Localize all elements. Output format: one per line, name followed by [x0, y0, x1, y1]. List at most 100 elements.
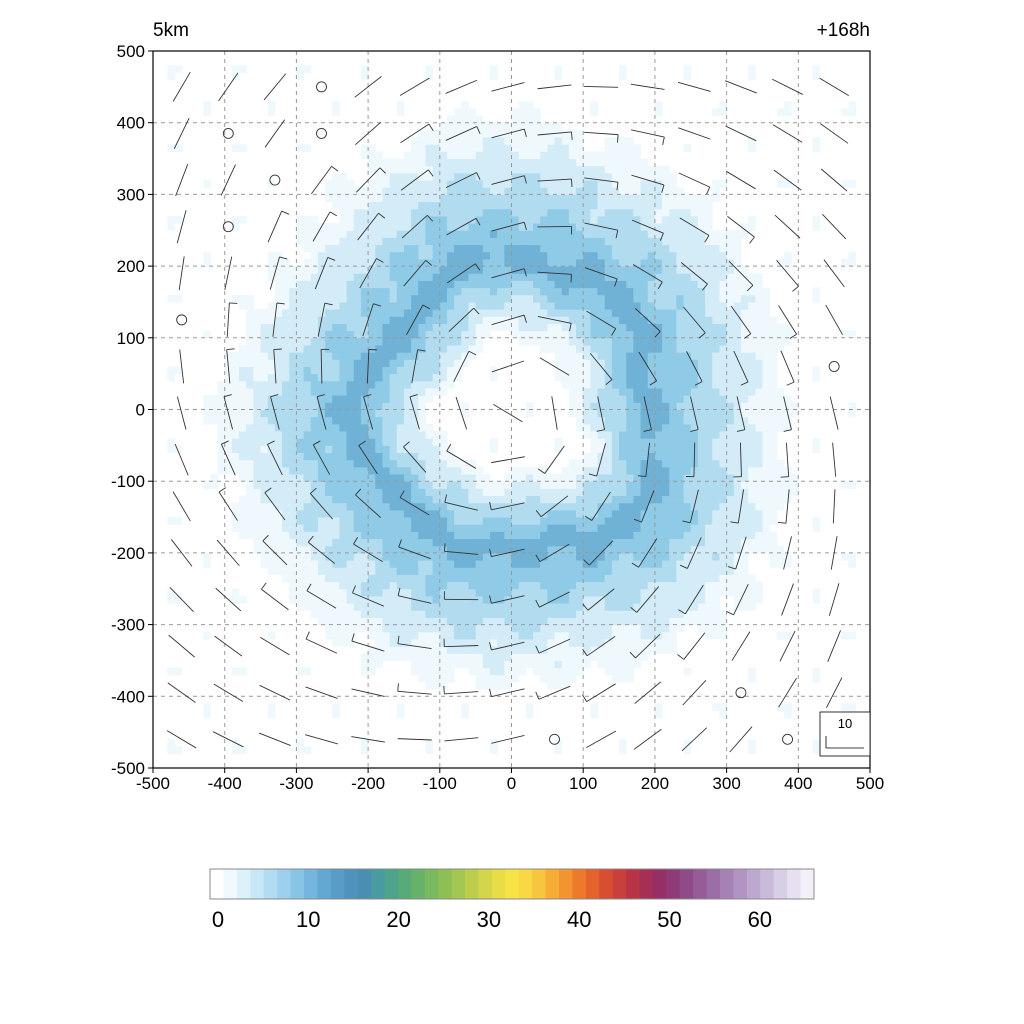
field-cell [619, 266, 627, 274]
field-cell [446, 545, 455, 554]
field-cell [705, 352, 713, 360]
field-cell [726, 531, 735, 540]
wind-barb-shaft [172, 71, 191, 102]
field-cell [726, 301, 735, 310]
field-cell [676, 517, 685, 525]
field-cell [260, 387, 269, 396]
field-cell [382, 624, 391, 633]
field-cell [683, 588, 692, 597]
field-cell [468, 144, 477, 152]
field-cell [583, 502, 591, 511]
field-cell [382, 352, 391, 360]
wind-barb-shaft [353, 543, 383, 563]
field-cell [461, 187, 469, 195]
field-cell [511, 330, 520, 339]
field-cell [540, 474, 548, 482]
field-cell [590, 710, 599, 719]
field-cell [762, 509, 771, 518]
field-cell [246, 402, 254, 410]
field-cell [511, 187, 520, 195]
field-cell [339, 294, 348, 303]
field-cell [776, 474, 785, 482]
field-cell [705, 287, 713, 296]
field-cell [253, 359, 262, 367]
field-cell [489, 538, 498, 547]
field-cell [654, 230, 663, 238]
field-cell [733, 337, 742, 346]
field-cell [712, 631, 720, 640]
field-cell [547, 187, 556, 195]
field-cell [669, 445, 677, 454]
field-cell [332, 402, 340, 410]
field-cell [489, 509, 498, 518]
field-cell [776, 402, 785, 410]
field-cell [647, 208, 656, 217]
field-cell [346, 438, 355, 446]
field-cell [296, 431, 305, 439]
field-cell [554, 330, 563, 339]
field-cell [576, 373, 584, 382]
plot-area [153, 51, 870, 768]
field-cell [712, 280, 720, 289]
field-cell [332, 581, 340, 590]
field-cell [482, 151, 491, 160]
field-cell [475, 287, 484, 296]
field-cell [332, 452, 340, 461]
field-cell [475, 151, 484, 160]
field-cell [525, 560, 534, 568]
field-cell [231, 366, 240, 375]
field-cell [360, 538, 369, 547]
field-cell [489, 438, 498, 446]
field-cell [712, 481, 720, 489]
field-cell [733, 531, 742, 540]
field-cell [540, 595, 548, 604]
field-cell [203, 481, 211, 489]
field-cell [368, 337, 376, 346]
field-cell [317, 244, 326, 253]
field-cell [769, 445, 778, 454]
field-cell [396, 545, 405, 554]
field-cell [411, 653, 419, 661]
field-cell [289, 309, 297, 317]
field-cell [375, 237, 383, 246]
field-cell [217, 438, 226, 446]
field-cell [611, 187, 620, 195]
wind-barb-flag [307, 535, 314, 543]
field-cell [683, 373, 692, 382]
field-cell [489, 309, 498, 317]
field-cell [626, 438, 634, 446]
field-cell [317, 416, 326, 425]
field-cell [246, 488, 254, 497]
field-cell [791, 474, 799, 482]
field-cell [662, 237, 670, 246]
field-cell [604, 352, 613, 360]
field-cell [547, 266, 556, 274]
field-cell [368, 323, 376, 332]
field-cell [360, 395, 369, 403]
field-cell [368, 387, 376, 396]
field-cell [554, 438, 563, 446]
field-cell [590, 165, 599, 174]
field-cell [576, 330, 584, 339]
field-cell [518, 108, 527, 117]
field-cell [274, 337, 283, 346]
field-cell [482, 567, 491, 575]
field-cell [640, 352, 649, 360]
field-cell [633, 187, 642, 195]
field-cell [461, 352, 469, 360]
field-cell [748, 402, 756, 410]
field-cell [597, 466, 606, 475]
field-cell [339, 574, 348, 583]
field-cell [590, 703, 599, 712]
field-cell [389, 552, 398, 561]
field-cell [439, 366, 448, 375]
field-cell [425, 309, 434, 317]
field-cell [368, 531, 376, 540]
field-cell [619, 646, 627, 654]
field-cell [762, 323, 771, 332]
field-cell [604, 466, 613, 475]
field-cell [418, 180, 426, 188]
field-cell [533, 158, 541, 167]
field-cell [375, 244, 383, 253]
field-cell [425, 674, 434, 683]
